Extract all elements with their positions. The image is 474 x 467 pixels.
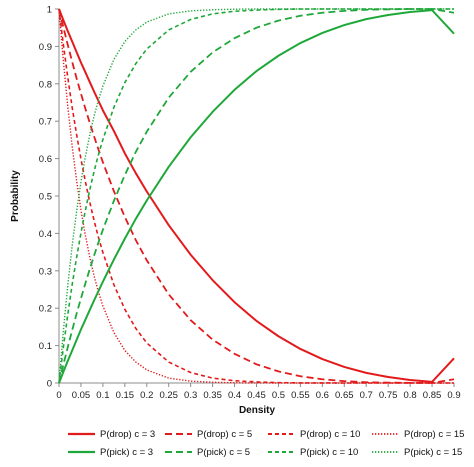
legend-label: P(pick) c = 5 xyxy=(197,447,250,458)
series-line-6 xyxy=(58,8,455,384)
series-line-4 xyxy=(58,8,454,384)
x-axis-label: Density xyxy=(239,405,276,416)
y-tick-label: 1 xyxy=(47,5,52,16)
x-tick-label: 0.65 xyxy=(335,390,354,401)
x-tick-label: 0.1 xyxy=(96,390,109,401)
y-tick-label: 0.7 xyxy=(39,117,52,128)
y-tick-label: 0.3 xyxy=(39,266,52,277)
y-tick-label: 0.4 xyxy=(39,229,52,240)
x-tick-label: 0.6 xyxy=(316,390,329,401)
series-line-1 xyxy=(58,8,455,383)
x-tick-label: 0.3 xyxy=(184,390,197,401)
y-tick-label: 0.1 xyxy=(39,341,52,352)
x-tick-label: 0.75 xyxy=(379,390,398,401)
x-tick-label: 0 xyxy=(56,390,61,401)
x-tick-label: 0.55 xyxy=(291,390,310,401)
x-tick-label: 0.05 xyxy=(72,390,91,401)
legend-label: P(drop) c = 10 xyxy=(300,429,360,440)
legend-label: P(pick) c = 15 xyxy=(404,447,462,458)
legend-label: P(drop) c = 3 xyxy=(100,429,155,440)
y-tick-label: 0.6 xyxy=(39,154,52,165)
plot-area xyxy=(58,8,455,384)
legend-label: P(pick) c = 10 xyxy=(300,447,358,458)
x-tick-label: 0.25 xyxy=(159,390,178,401)
legend-label: P(drop) c = 15 xyxy=(404,429,464,440)
x-tick-label: 0.85 xyxy=(423,390,442,401)
legend: P(drop) c = 3 P(drop) c = 5 P(drop) c = 10… xyxy=(68,429,464,458)
y-tick-label: 0.9 xyxy=(39,42,52,53)
series-line-8 xyxy=(58,8,454,384)
x-tick-label: 0.7 xyxy=(360,390,373,401)
x-tick-label: 0.2 xyxy=(140,390,153,401)
y-tick-label: 0 xyxy=(47,379,52,390)
y-tick-label: 0.8 xyxy=(39,79,52,90)
x-tick-label: 0.15 xyxy=(116,390,135,401)
legend-label: P(drop) c = 5 xyxy=(197,429,252,440)
legend-label: P(pick) c = 3 xyxy=(100,447,153,458)
y-tick-label: 0.5 xyxy=(39,192,52,203)
y-tick-label: 0.2 xyxy=(39,304,52,315)
x-tick-label: 0.5 xyxy=(272,390,285,401)
y-axis-label: Probability xyxy=(10,170,21,222)
tick-labels: 0 0.1 0.2 0.3 0.4 0.5 0.6 0.7 0.8 0.9 1 0 0.05 0.1 0.1… xyxy=(39,5,461,402)
x-tick-label: 0.35 xyxy=(203,390,222,401)
x-tick-label: 0.4 xyxy=(228,390,241,401)
x-tick-label: 0.9 xyxy=(447,390,460,401)
x-tick-label: 0.45 xyxy=(247,390,266,401)
series-line-5 xyxy=(58,9,455,384)
x-tick-label: 0.8 xyxy=(404,390,417,401)
series-line-7 xyxy=(58,8,454,384)
series-line-3 xyxy=(58,8,454,384)
series-line-2 xyxy=(58,8,455,384)
